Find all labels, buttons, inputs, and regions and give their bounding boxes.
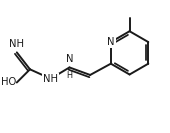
Text: H: H — [66, 71, 72, 80]
Text: N: N — [107, 37, 115, 47]
Text: HO: HO — [1, 78, 16, 88]
Text: NH: NH — [43, 74, 58, 84]
Text: N: N — [66, 54, 73, 64]
Text: NH: NH — [9, 39, 24, 49]
